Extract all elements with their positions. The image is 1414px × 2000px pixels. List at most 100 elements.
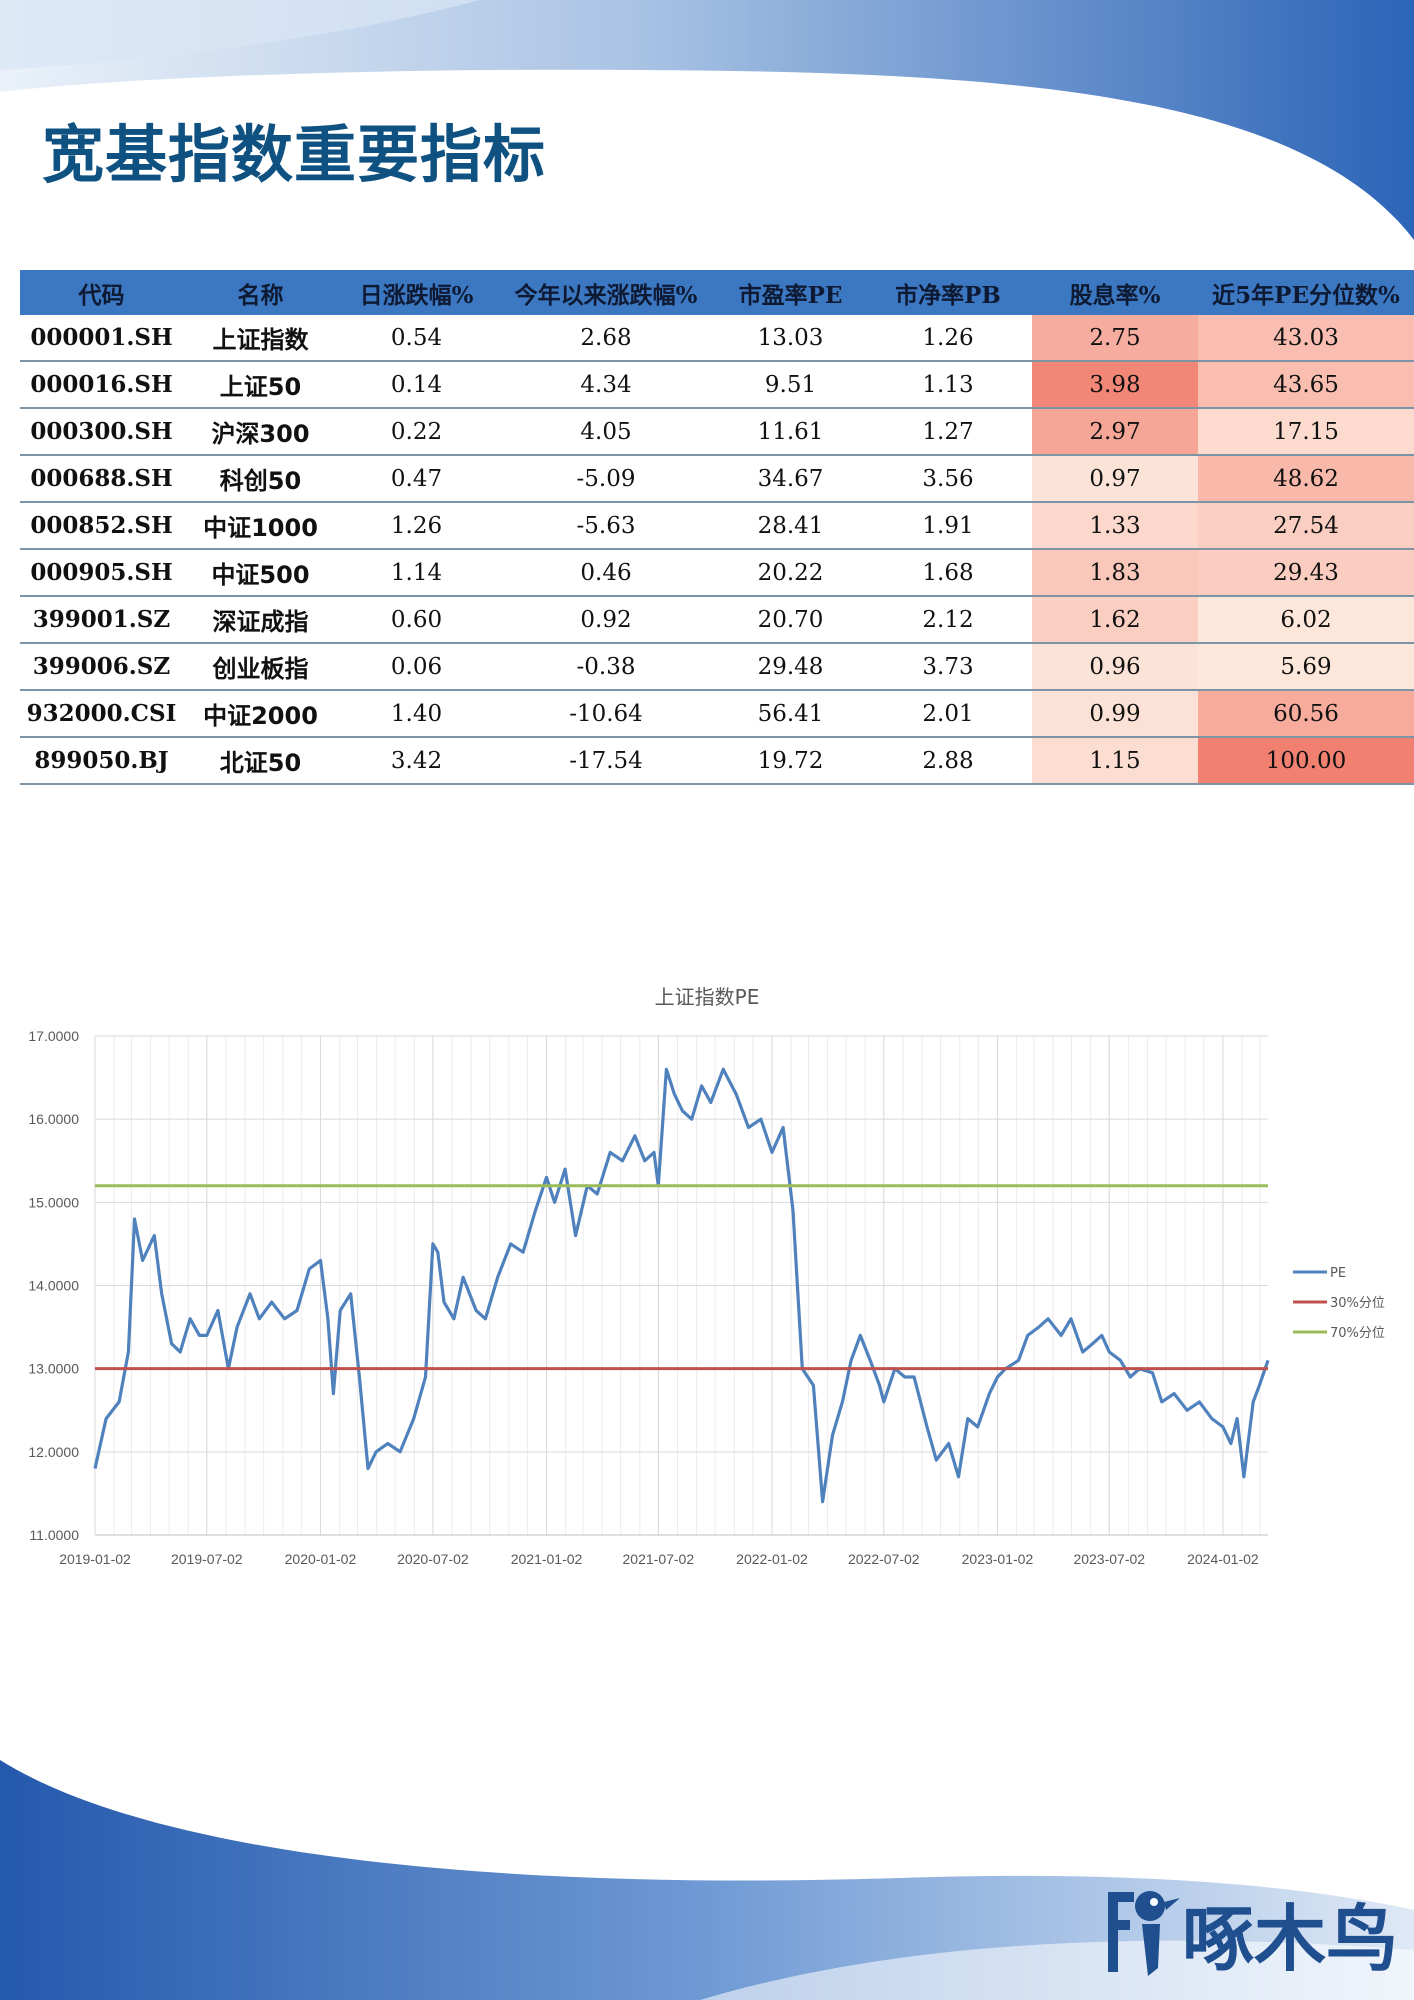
header-name: 名称: [183, 270, 338, 315]
cell-code: 399006.SZ: [20, 643, 183, 691]
cell-daily-change: 1.40: [338, 690, 495, 738]
cell-daily-change: 0.06: [338, 643, 495, 691]
cell-dividend-yield: 1.83: [1032, 549, 1198, 597]
cell-ytd-change: -0.38: [495, 643, 717, 691]
header-pe: 市盈率PE: [717, 270, 864, 315]
cell-ytd-change: 4.05: [495, 408, 717, 456]
cell-name: 北证50: [183, 737, 338, 785]
cell-pe-percentile: 29.43: [1198, 549, 1414, 597]
legend-label: 70%分位: [1330, 1326, 1385, 1341]
table-row: 000905.SH 中证500 1.14 0.46 20.22 1.68 1.83 29.43: [20, 549, 1414, 597]
bottom-wave: [0, 1760, 1414, 2000]
pe-chart-svg: 11.0000 12.0000 13.0000 14.0000 15.0000 16.00…: [28, 985, 1385, 1567]
series-line-pe: [93, 1067, 1270, 1504]
header-daily-change: 日涨跌幅%: [338, 270, 495, 315]
cell-daily-change: 0.54: [338, 315, 495, 362]
x-tick-label: 2023-01-02: [962, 1551, 1034, 1567]
x-tick-label: 2022-07-02: [848, 1551, 920, 1567]
table-header-row: 代码 名称 日涨跌幅% 今年以来涨跌幅% 市盈率PE 市净率PB 股息率% 近5…: [20, 270, 1414, 315]
y-tick-label: 15.0000: [28, 1194, 79, 1210]
y-tick-label: 16.0000: [28, 1111, 79, 1127]
table-row: 000016.SH 上证50 0.14 4.34 9.51 1.13 3.98 43.65: [20, 361, 1414, 409]
y-tick-label: 11.0000: [29, 1527, 79, 1543]
cell-pe-percentile: 43.03: [1198, 315, 1414, 362]
cell-pe-percentile: 6.02: [1198, 596, 1414, 644]
x-tick-label: 2020-01-02: [285, 1551, 357, 1567]
cell-name: 中证2000: [183, 690, 338, 738]
cell-daily-change: 0.22: [338, 408, 495, 456]
y-tick-label: 13.0000: [28, 1361, 79, 1377]
table-row: 399006.SZ 创业板指 0.06 -0.38 29.48 3.73 0.96 5.69: [20, 643, 1414, 691]
x-tick-label: 2022-01-02: [736, 1551, 808, 1567]
legend-label: 30%分位: [1330, 1296, 1385, 1311]
cell-pe: 11.61: [717, 408, 864, 456]
cell-dividend-yield: 2.97: [1032, 408, 1198, 456]
woodpecker-logo-icon: [1108, 1891, 1180, 1976]
table-row: 000001.SH 上证指数 0.54 2.68 13.03 1.26 2.75 43.03: [20, 315, 1414, 362]
cell-pe-percentile: 100.00: [1198, 737, 1414, 785]
cell-name: 科创50: [183, 455, 338, 503]
cell-pb: 3.56: [864, 455, 1032, 503]
cell-pe: 28.41: [717, 502, 864, 550]
cell-name: 深证成指: [183, 596, 338, 644]
header-ytd-change: 今年以来涨跌幅%: [495, 270, 717, 315]
x-tick-label: 2023-07-02: [1073, 1551, 1145, 1567]
cell-code: 000300.SH: [20, 408, 183, 456]
cell-pe: 9.51: [717, 361, 864, 409]
cell-dividend-yield: 3.98: [1032, 361, 1198, 409]
header-code: 代码: [20, 270, 183, 315]
chart-title: 上证指数PE: [655, 985, 760, 1009]
cell-pb: 2.01: [864, 690, 1032, 738]
header-pb: 市净率PB: [864, 270, 1032, 315]
cell-dividend-yield: 0.97: [1032, 455, 1198, 503]
cell-pe-percentile: 27.54: [1198, 502, 1414, 550]
top-wave-light: [0, 0, 480, 70]
cell-daily-change: 0.60: [338, 596, 495, 644]
cell-pb: 1.68: [864, 549, 1032, 597]
cell-ytd-change: -5.63: [495, 502, 717, 550]
cell-daily-change: 0.14: [338, 361, 495, 409]
cell-pe: 56.41: [717, 690, 864, 738]
cell-dividend-yield: 1.15: [1032, 737, 1198, 785]
cell-name: 中证1000: [183, 502, 338, 550]
y-tick-label: 17.0000: [28, 1028, 79, 1044]
cell-dividend-yield: 1.33: [1032, 502, 1198, 550]
cell-code: 399001.SZ: [20, 596, 183, 644]
cell-daily-change: 1.26: [338, 502, 495, 550]
cell-code: 000852.SH: [20, 502, 183, 550]
cell-pb: 3.73: [864, 643, 1032, 691]
cell-ytd-change: 0.46: [495, 549, 717, 597]
cell-pe-percentile: 60.56: [1198, 690, 1414, 738]
cell-code: 000016.SH: [20, 361, 183, 409]
x-tick-label: 2024-01-02: [1187, 1551, 1259, 1567]
x-tick-label: 2019-01-02: [59, 1551, 131, 1567]
cell-pe: 29.48: [717, 643, 864, 691]
cell-daily-change: 1.14: [338, 549, 495, 597]
table-row: 000300.SH 沪深300 0.22 4.05 11.61 1.27 2.97 17.15: [20, 408, 1414, 456]
cell-name: 上证50: [183, 361, 338, 409]
cell-pb: 1.26: [864, 315, 1032, 362]
cell-pe: 20.22: [717, 549, 864, 597]
cell-ytd-change: 0.92: [495, 596, 717, 644]
cell-pe: 19.72: [717, 737, 864, 785]
cell-ytd-change: -17.54: [495, 737, 717, 785]
table-row: 399001.SZ 深证成指 0.60 0.92 20.70 2.12 1.62 6.02: [20, 596, 1414, 644]
cell-code: 000905.SH: [20, 549, 183, 597]
cell-pe-percentile: 5.69: [1198, 643, 1414, 691]
cell-name: 上证指数: [183, 315, 338, 362]
cell-name: 沪深300: [183, 408, 338, 456]
cell-pb: 2.12: [864, 596, 1032, 644]
header-dividend-yield: 股息率%: [1032, 270, 1198, 315]
cell-ytd-change: 4.34: [495, 361, 717, 409]
cell-dividend-yield: 0.96: [1032, 643, 1198, 691]
cell-ytd-change: 2.68: [495, 315, 717, 362]
cell-name: 中证500: [183, 549, 338, 597]
cell-pb: 1.13: [864, 361, 1032, 409]
table-body: 000001.SH 上证指数 0.54 2.68 13.03 1.26 2.75 43.03 0…: [20, 315, 1414, 785]
bottom-wave-light: [700, 1940, 1414, 2000]
top-wave: [0, 0, 1414, 240]
cell-pe-percentile: 43.65: [1198, 361, 1414, 409]
page-title: 宽基指数重要指标: [42, 118, 547, 191]
cell-dividend-yield: 0.99: [1032, 690, 1198, 738]
cell-daily-change: 3.42: [338, 737, 495, 785]
